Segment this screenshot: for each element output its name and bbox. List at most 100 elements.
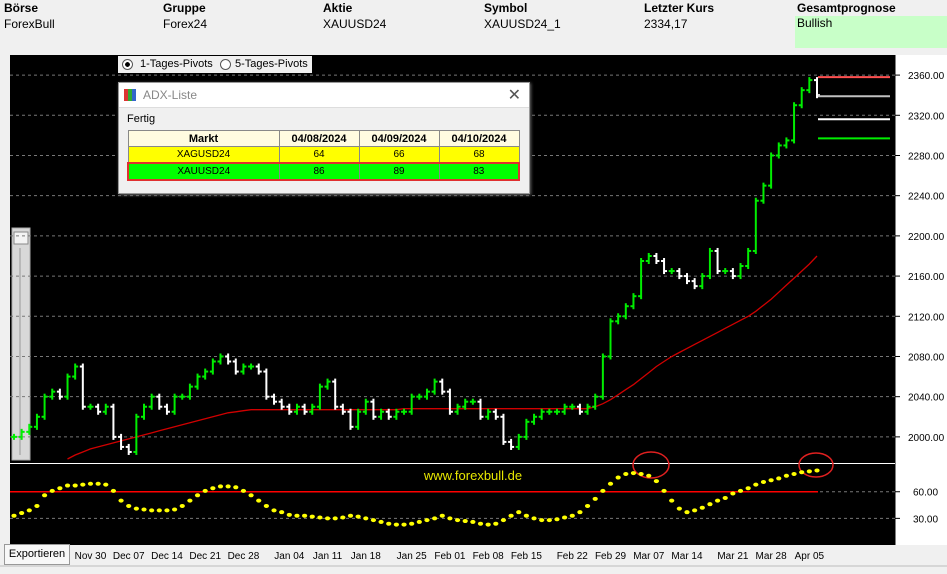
adx-dot bbox=[470, 519, 476, 524]
header-value: 2334,17 bbox=[644, 17, 688, 31]
adx-dot bbox=[760, 479, 767, 484]
column-header: 04/08/2024 bbox=[278, 130, 360, 147]
x-tick-label: Nov 30 bbox=[75, 551, 107, 562]
price-bar bbox=[661, 258, 668, 275]
price-bar bbox=[18, 428, 25, 440]
x-tick-label: Jan 18 bbox=[351, 551, 381, 562]
close-button[interactable]: ✕ bbox=[507, 87, 521, 104]
price-bar bbox=[469, 398, 476, 405]
adx-dot bbox=[141, 507, 147, 512]
adx-dot bbox=[806, 469, 812, 474]
adx-dot bbox=[600, 488, 606, 493]
price-bar bbox=[232, 358, 239, 375]
price-bar bbox=[592, 393, 599, 410]
price-bar bbox=[209, 358, 216, 375]
price-bar bbox=[737, 263, 744, 280]
title-bar: ADX-Liste ✕ bbox=[119, 83, 529, 108]
zoom-slider[interactable] bbox=[11, 227, 31, 461]
header-value: XAUUSD24_1 bbox=[484, 17, 561, 31]
cell: XAGUSD24 bbox=[127, 146, 280, 164]
price-bar bbox=[41, 393, 48, 420]
radio-label[interactable]: 5-Tages-Pivots bbox=[235, 58, 308, 70]
adx-dot bbox=[355, 514, 361, 519]
cell: 64 bbox=[278, 146, 360, 164]
header-label: Börse bbox=[4, 1, 39, 15]
price-bar bbox=[462, 398, 469, 410]
x-tick-label: Dec 07 bbox=[113, 551, 145, 562]
price-bar bbox=[722, 268, 729, 275]
y-tick-label: 2320.00 bbox=[908, 111, 945, 122]
price-bar bbox=[653, 252, 660, 265]
price-bar bbox=[401, 408, 408, 415]
adx-dot bbox=[317, 515, 323, 520]
header-label: Aktie bbox=[323, 1, 353, 15]
price-bar bbox=[806, 77, 813, 94]
adx-dot bbox=[768, 478, 774, 483]
radio-button[interactable] bbox=[220, 59, 231, 70]
y-tick-label: 2080.00 bbox=[908, 352, 945, 363]
price-bar bbox=[171, 393, 178, 415]
adx-dot bbox=[516, 510, 522, 515]
adx-dot bbox=[41, 493, 48, 498]
adx-dot bbox=[500, 518, 507, 523]
slider-thumb[interactable] bbox=[13, 231, 29, 245]
price-bar bbox=[133, 413, 140, 455]
adx-dot bbox=[279, 510, 285, 515]
export-button[interactable]: Exportieren bbox=[4, 544, 70, 565]
x-tick-label: Jan 25 bbox=[397, 551, 427, 562]
price-bar bbox=[118, 433, 125, 450]
price-bar bbox=[148, 393, 155, 410]
adx-dot bbox=[699, 505, 705, 510]
table-row[interactable]: XAUUSD24 86 89 83 bbox=[127, 162, 520, 181]
y-tick-label: 2240.00 bbox=[908, 192, 945, 203]
price-bar bbox=[615, 313, 622, 325]
price-bar bbox=[378, 408, 385, 420]
y-tick-label: 2360.00 bbox=[908, 71, 945, 82]
adx-dot bbox=[791, 471, 797, 476]
x-tick-label: Feb 01 bbox=[434, 551, 466, 562]
adx-dot bbox=[783, 473, 790, 478]
adx-dot bbox=[661, 488, 667, 493]
cell: 66 bbox=[358, 146, 440, 164]
adx-dot bbox=[722, 495, 728, 500]
adx-dot bbox=[34, 503, 40, 508]
adx-dot bbox=[370, 518, 377, 523]
price-bar bbox=[446, 388, 453, 415]
adx-dot bbox=[607, 481, 614, 486]
x-tick-label: Mar 28 bbox=[756, 551, 788, 562]
radio-button[interactable] bbox=[122, 59, 133, 70]
price-bar bbox=[584, 403, 591, 415]
price-bar bbox=[286, 403, 293, 415]
table-row[interactable]: XAGUSD24 64 66 68 bbox=[127, 146, 520, 164]
adx-dot bbox=[340, 515, 346, 520]
price-bar bbox=[630, 293, 637, 310]
adx-dot bbox=[669, 498, 675, 503]
price-bar bbox=[668, 268, 675, 275]
axis-background bbox=[895, 55, 947, 545]
price-bar bbox=[760, 182, 767, 204]
adx-dot bbox=[11, 513, 17, 518]
price-bar bbox=[33, 413, 40, 430]
radio-label[interactable]: 1-Tages-Pivots bbox=[140, 58, 213, 70]
adx-dot bbox=[347, 513, 354, 518]
adx-dot bbox=[225, 484, 231, 489]
adx-dot bbox=[799, 470, 805, 475]
adx-dot bbox=[684, 510, 690, 515]
price-bar bbox=[553, 408, 560, 415]
x-tick-label: Dec 21 bbox=[189, 551, 221, 562]
price-bar bbox=[515, 433, 522, 450]
adx-dot bbox=[776, 476, 782, 481]
adx-dot bbox=[363, 516, 369, 521]
adx-dot bbox=[194, 493, 201, 498]
adx-dot bbox=[210, 486, 216, 491]
cell: XAUUSD24 bbox=[127, 162, 280, 181]
adx-dot bbox=[26, 508, 32, 513]
price-bar bbox=[316, 383, 323, 410]
adx-dot bbox=[623, 471, 629, 476]
y-tick-label: 2040.00 bbox=[908, 393, 945, 404]
adx-dot bbox=[80, 482, 86, 487]
price-bar bbox=[179, 393, 186, 400]
adx-dot bbox=[256, 498, 262, 503]
adx-dot bbox=[569, 513, 575, 518]
